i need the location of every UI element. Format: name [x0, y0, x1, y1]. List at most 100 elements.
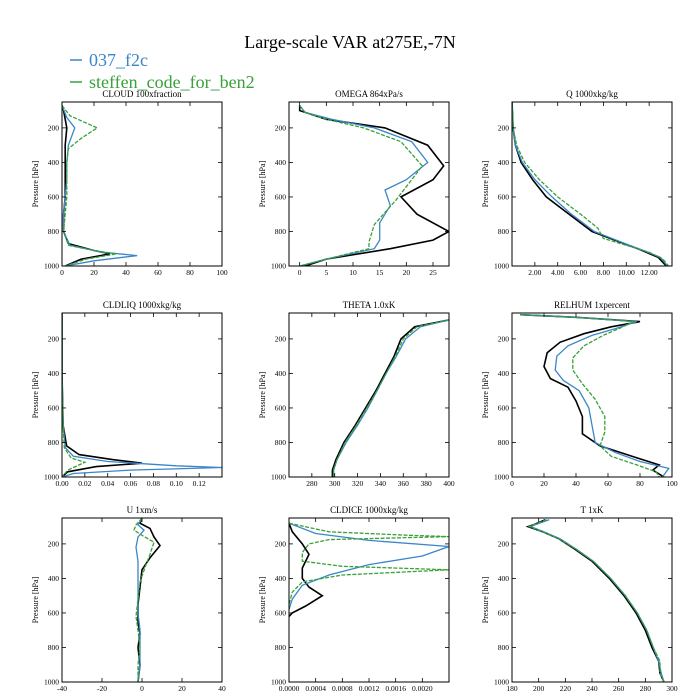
series-line-0	[62, 313, 143, 477]
x-tick-label: -40	[57, 684, 67, 693]
x-tick-label: 0.0016	[385, 684, 406, 693]
y-tick-label: 400	[498, 574, 510, 583]
y-axis-label: Pressure [hPa]	[481, 576, 490, 623]
x-tick-label: 260	[613, 684, 625, 693]
series-line-2	[519, 314, 660, 477]
x-tick-label: 20	[90, 268, 98, 277]
figure-title: Large-scale VAR at275E,-7N	[244, 32, 455, 52]
y-axis-label: Pressure [hPa]	[258, 576, 267, 623]
series-line-1	[62, 313, 222, 477]
x-tick-label: 0	[510, 479, 514, 488]
plot-frame	[61, 312, 223, 478]
x-tick-label: 220	[560, 684, 572, 693]
y-tick-label: 800	[48, 227, 60, 236]
series-line-0	[512, 102, 667, 266]
x-tick-label: 0.0008	[332, 684, 353, 693]
panel-title: CLDICE 1000xkg/kg	[330, 505, 408, 515]
y-tick-label: 200	[275, 123, 287, 132]
y-tick-label: 1000	[44, 262, 59, 271]
x-tick-label: 40	[122, 268, 130, 277]
y-tick-label: 200	[48, 539, 60, 548]
series-line-1	[62, 105, 138, 266]
x-tick-label: 0.0000	[279, 684, 300, 693]
panel-4: THETA 1.0xK Pressure [hPa] 280 300 320 340 360…	[258, 300, 455, 488]
series-line-0	[298, 105, 449, 266]
y-tick-label: 400	[498, 369, 510, 378]
x-tick-label: 0	[60, 268, 64, 277]
plot-frame	[511, 101, 673, 267]
y-tick-label: 400	[275, 369, 287, 378]
plot-frame	[61, 101, 223, 267]
series-line-2	[512, 102, 670, 266]
legend-label-1: steffen_code_for_ben2	[89, 72, 255, 92]
x-tick-label: 320	[352, 479, 364, 488]
x-tick-label: 40	[218, 684, 226, 693]
y-tick-label: 600	[498, 403, 510, 412]
x-tick-label: 0.0020	[412, 684, 433, 693]
y-axis-label: Pressure [hPa]	[258, 371, 267, 418]
y-axis-label: Pressure [hPa]	[31, 576, 40, 623]
series-line-2	[62, 313, 87, 477]
y-tick-label: 200	[275, 539, 287, 548]
y-tick-label: 600	[48, 608, 60, 617]
y-tick-label: 400	[48, 369, 60, 378]
series-line-1	[299, 105, 429, 266]
panel-title: U 1xm/s	[127, 505, 158, 515]
x-tick-label: 0.0004	[305, 684, 326, 693]
x-tick-label: 360	[398, 479, 410, 488]
series-line-2	[332, 319, 449, 477]
panel-title: T 1xK	[580, 505, 604, 515]
y-tick-label: 1000	[494, 473, 509, 482]
x-tick-label: 0.04	[101, 479, 114, 488]
y-tick-label: 1000	[494, 262, 509, 271]
panel-3: CLDLIQ 1000xkg/kg Pressure [hPa] 0.00 0.02 0…	[31, 300, 223, 488]
y-tick-label: 200	[498, 123, 510, 132]
x-tick-label: 6.00	[574, 268, 587, 277]
panel-2: Q 1000xkg/kg Pressure [hPa] 2.00 4.00 6.00 8.…	[481, 89, 673, 277]
y-tick-label: 400	[48, 158, 60, 167]
y-tick-label: 1000	[271, 262, 286, 271]
y-tick-label: 200	[498, 334, 510, 343]
x-tick-label: 60	[604, 479, 612, 488]
y-axis-label: Pressure [hPa]	[31, 160, 40, 207]
x-tick-label: 2.00	[528, 268, 541, 277]
x-tick-label: 100	[666, 479, 678, 488]
x-tick-label: 80	[186, 268, 194, 277]
legend: 037_f2c steffen_code_for_ben2	[70, 50, 255, 92]
series-line-2	[527, 519, 665, 682]
x-tick-label: 200	[533, 684, 545, 693]
x-tick-label: 280	[640, 684, 652, 693]
y-tick-label: 1000	[44, 473, 59, 482]
x-tick-label: 340	[375, 479, 387, 488]
x-tick-label: 0	[298, 268, 302, 277]
y-tick-label: 600	[275, 608, 287, 617]
series-line-0	[331, 319, 449, 477]
y-tick-label: 600	[48, 403, 60, 412]
panel-title: THETA 1.0xK	[343, 300, 396, 310]
series-line-2	[62, 105, 117, 266]
x-tick-label: 60	[154, 268, 162, 277]
x-tick-label: 4.00	[551, 268, 564, 277]
series-line-0	[137, 518, 162, 682]
x-tick-label: 20	[540, 479, 548, 488]
y-tick-label: 400	[275, 574, 287, 583]
panel-title: Q 1000xkg/kg	[566, 89, 618, 99]
x-tick-label: 0.12	[193, 479, 206, 488]
y-tick-label: 800	[498, 227, 510, 236]
x-tick-label: 25	[429, 268, 437, 277]
y-tick-label: 600	[498, 192, 510, 201]
panel-title: OMEGA 864xPa/s	[335, 89, 403, 99]
y-tick-label: 600	[275, 403, 287, 412]
y-tick-label: 200	[48, 334, 60, 343]
y-tick-label: 400	[498, 158, 510, 167]
x-tick-label: 20	[178, 684, 186, 693]
y-tick-label: 1000	[44, 678, 59, 687]
x-tick-label: 300	[329, 479, 341, 488]
series-line-1	[135, 518, 145, 682]
panel-title: CLOUD 100xfraction	[102, 89, 182, 99]
plot-frame	[288, 312, 450, 478]
x-tick-label: 15	[376, 268, 384, 277]
y-tick-label: 400	[275, 158, 287, 167]
legend-label-0: 037_f2c	[89, 50, 148, 70]
